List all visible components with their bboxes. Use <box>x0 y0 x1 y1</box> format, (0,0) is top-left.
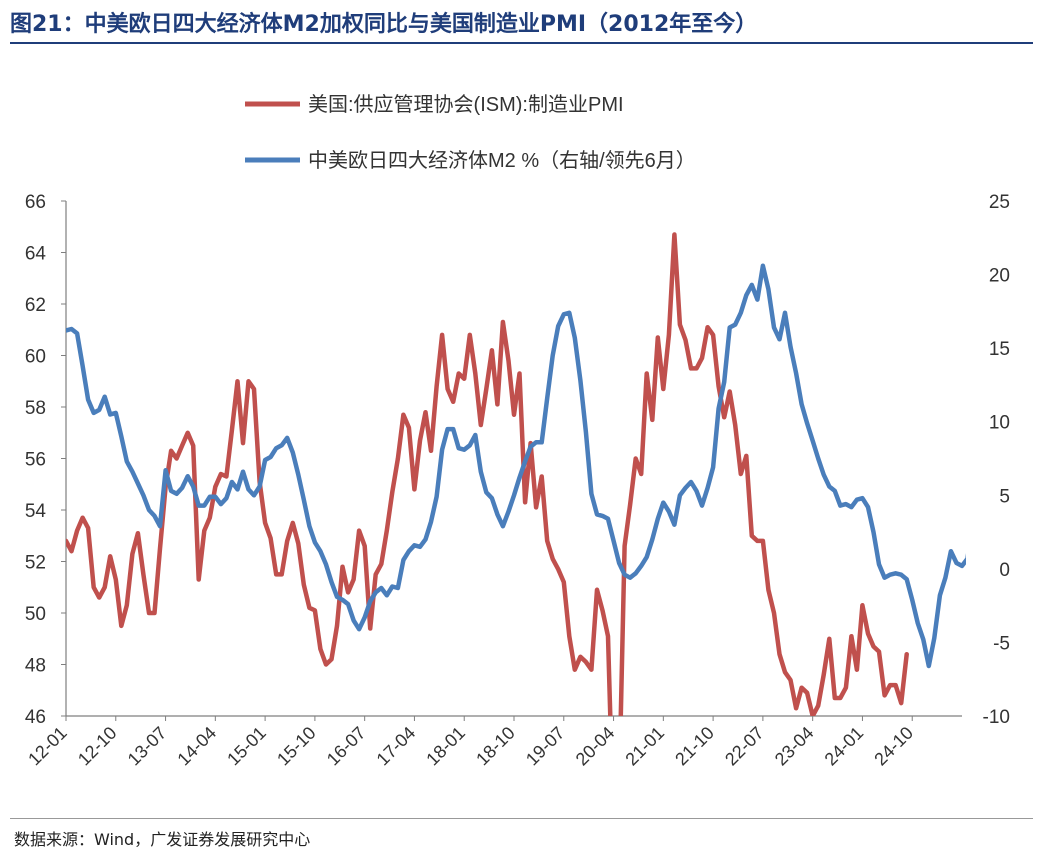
right-tick-label: 5 <box>999 486 1010 507</box>
title-divider <box>10 42 1033 44</box>
right-tick-label: 25 <box>989 192 1010 213</box>
x-tick-label: 24-01 <box>821 723 868 770</box>
chart-legend: 美国:供应管理协会(ISM):制造业PMI 中美欧日四大经济体M2 %（右轴/领… <box>245 93 696 172</box>
x-tick-label: 19-07 <box>522 723 569 770</box>
right-tick-label: -10 <box>983 707 1010 728</box>
right-tick-label: -5 <box>993 633 1010 654</box>
x-tick-label: 14-04 <box>173 723 220 770</box>
left-tick-label: 64 <box>25 244 47 265</box>
right-tick-label: 0 <box>999 560 1010 581</box>
x-tick-label: 21-10 <box>671 723 718 770</box>
x-tick-label: 17-04 <box>373 723 420 770</box>
left-axis-ticks: 46 48 50 52 54 56 58 60 62 64 66 <box>25 192 66 728</box>
right-tick-label: 10 <box>989 413 1010 434</box>
left-tick-label: 62 <box>25 295 46 316</box>
x-tick-label: 16-07 <box>323 723 370 770</box>
series-line-m2 <box>66 263 966 669</box>
left-tick-label: 52 <box>25 553 46 574</box>
x-tick-label: 12-10 <box>74 723 121 770</box>
figure-title: 图21：中美欧日四大经济体M2加权同比与美国制造业PMI（2012年至今） <box>10 12 758 37</box>
left-tick-label: 48 <box>25 656 46 677</box>
source-divider <box>10 818 1033 819</box>
chart-svg: 美国:供应管理协会(ISM):制造业PMI 中美欧日四大经济体M2 %（右轴/领… <box>24 93 1010 769</box>
x-axis-ticks: 12-01 12-10 13-07 14-04 15-01 15-10 16-07 17-04… <box>24 716 917 769</box>
x-tick-label: 22-07 <box>721 723 768 770</box>
x-tick-label: 13-07 <box>124 723 171 770</box>
left-tick-label: 50 <box>25 604 46 625</box>
source-note: 数据来源：Wind，广发证券发展研究中心 <box>14 830 311 849</box>
left-tick-label: 56 <box>25 450 46 471</box>
series-line-pmi <box>66 232 909 716</box>
x-tick-label: 21-01 <box>621 723 668 770</box>
x-tick-label: 15-01 <box>223 723 270 770</box>
x-tick-label: 23-04 <box>771 723 818 770</box>
left-tick-label: 66 <box>25 192 46 213</box>
x-tick-label: 18-01 <box>422 723 469 770</box>
x-tick-label: 18-10 <box>472 723 519 770</box>
x-tick-label: 20-04 <box>572 723 619 770</box>
chart-series <box>66 232 966 716</box>
x-tick-label: 15-10 <box>273 723 320 770</box>
right-tick-label: 20 <box>989 266 1010 287</box>
left-tick-label: 54 <box>25 501 47 522</box>
legend-label-pmi: 美国:供应管理协会(ISM):制造业PMI <box>308 93 624 116</box>
x-tick-label: 12-01 <box>24 723 71 770</box>
x-tick-label: 24-10 <box>870 723 917 770</box>
right-axis-ticks: -10 -5 0 5 10 15 20 25 <box>983 192 1010 728</box>
left-tick-label: 46 <box>25 707 46 728</box>
left-tick-label: 58 <box>25 398 46 419</box>
left-tick-label: 60 <box>25 347 46 368</box>
legend-label-m2: 中美欧日四大经济体M2 %（右轴/领先6月） <box>308 149 696 172</box>
right-tick-label: 15 <box>989 339 1010 360</box>
